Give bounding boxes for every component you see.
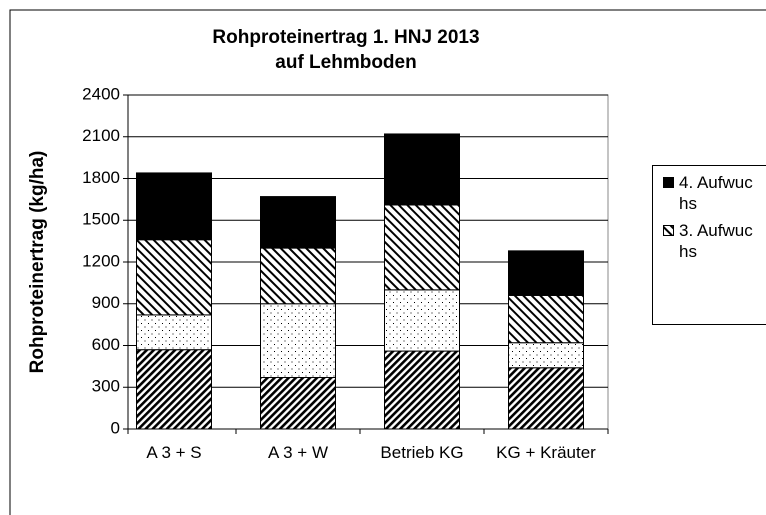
- bar-segment: [384, 204, 460, 291]
- legend-item: 3. Aufwuchs: [653, 220, 759, 262]
- legend-item: 4. Aufwuchs: [653, 172, 759, 214]
- bar-segment: [508, 250, 584, 296]
- bar-segment: [136, 314, 212, 351]
- chart-title: Rohproteinertrag 1. HNJ 2013: [212, 27, 479, 48]
- y-tick-label: 300: [92, 377, 120, 396]
- x-tick-label: KG + Kräuter: [496, 443, 596, 462]
- y-tick-label: 0: [111, 418, 120, 437]
- x-tick-label: A 3 + W: [268, 443, 328, 462]
- bar-segment: [508, 367, 584, 430]
- legend-swatch: [663, 225, 674, 236]
- bar-segment: [260, 196, 336, 249]
- bar-segment: [136, 349, 212, 430]
- bar-segment: [384, 350, 460, 430]
- legend-swatch-rect: [663, 177, 674, 188]
- bar-segment: [384, 289, 460, 352]
- y-tick-label: 600: [92, 335, 120, 354]
- y-tick-label: 2100: [82, 126, 120, 145]
- bar-segment: [508, 294, 584, 344]
- chart-subtitle: auf Lehmboden: [275, 52, 416, 73]
- legend-swatch: [663, 177, 674, 188]
- bar-segment: [384, 133, 460, 206]
- bar-segment: [260, 377, 336, 430]
- bar-segment: [260, 303, 336, 379]
- bar-segment: [508, 342, 584, 369]
- y-tick-label: 1200: [82, 251, 120, 270]
- y-tick-label: 900: [92, 293, 120, 312]
- outer-border: [9, 9, 766, 515]
- bar-segment: [136, 239, 212, 316]
- y-tick-label: 2400: [82, 84, 120, 103]
- legend-swatch-rect: [663, 225, 674, 236]
- bar-segment: [260, 247, 336, 305]
- x-tick-label: Betrieb KG: [380, 443, 464, 462]
- y-tick-label: 1500: [82, 210, 120, 229]
- legend: 4. Aufwuchs 3. Aufwuchs: [652, 165, 766, 325]
- y-axis-label: Rohproteinertrag (kg/ha): [27, 151, 48, 374]
- bar-segment: [136, 172, 212, 241]
- y-tick-label: 1800: [82, 168, 120, 187]
- x-tick-label: A 3 + S: [146, 443, 202, 462]
